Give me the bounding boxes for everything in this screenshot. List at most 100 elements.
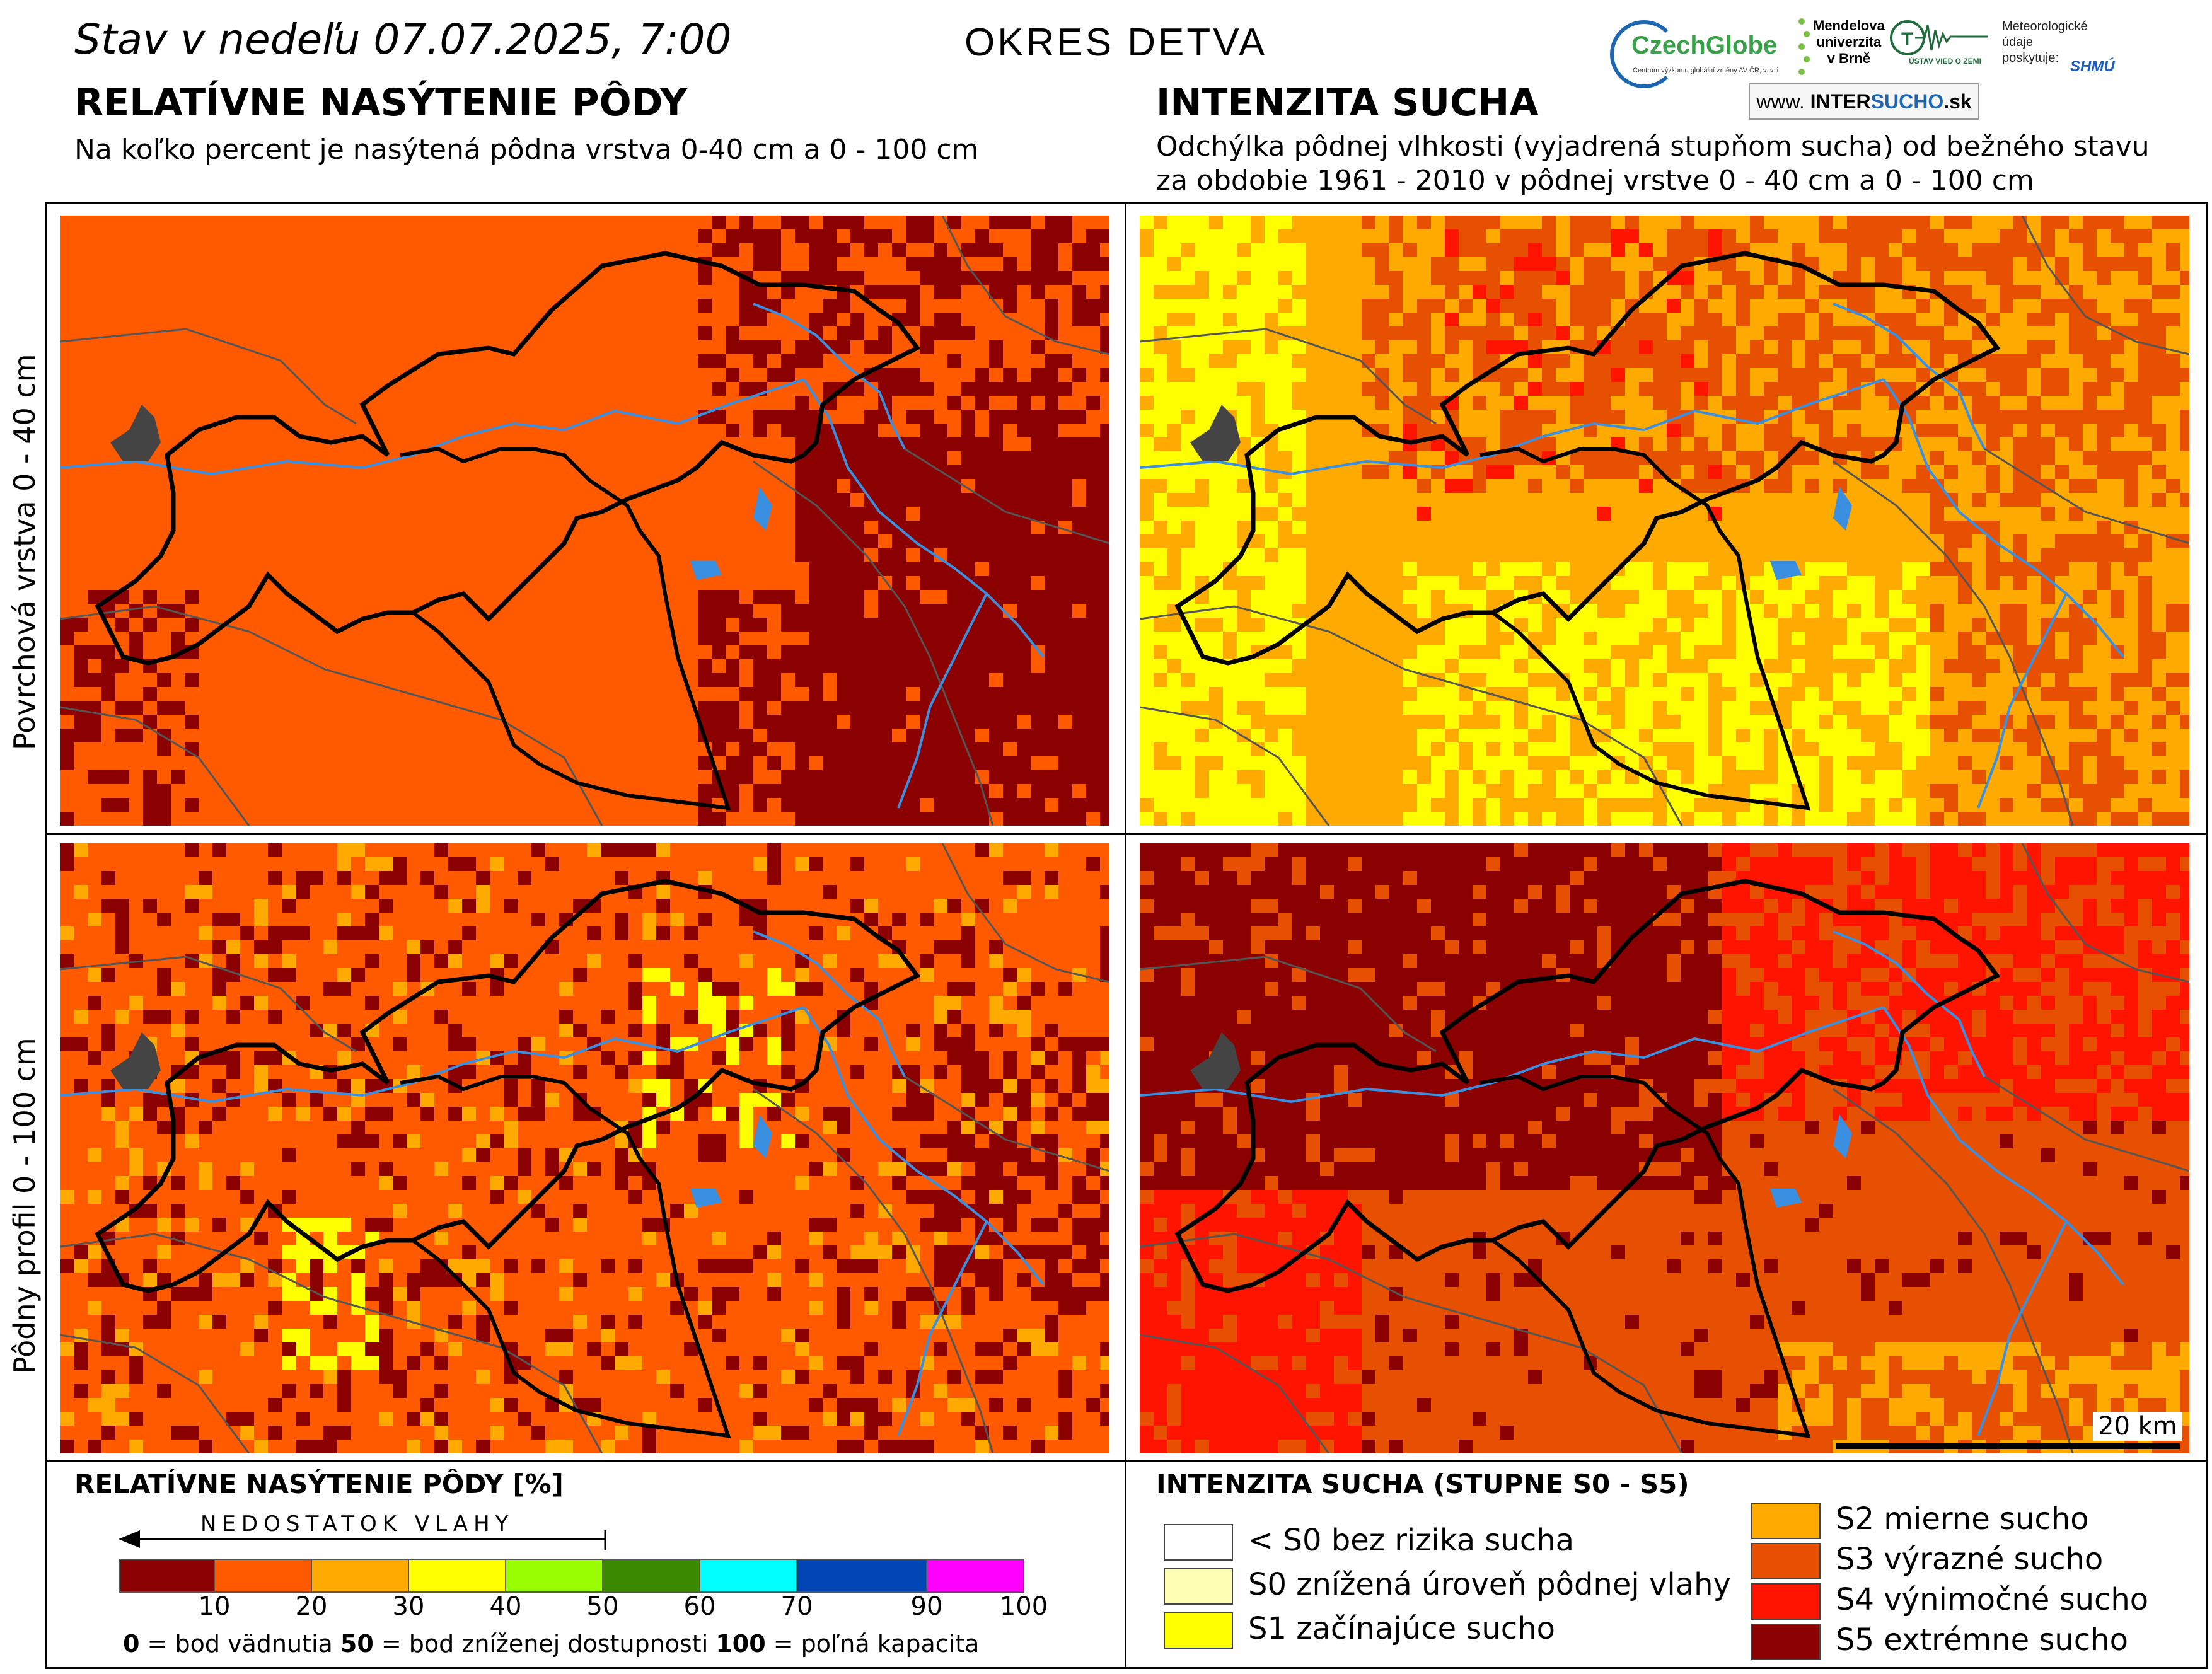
lake	[1833, 487, 1852, 531]
saturation-legend-title: RELATÍVNE NASÝTENIE PÔDY [%]	[74, 1469, 564, 1499]
district-outline-south	[400, 446, 731, 811]
admin-boundary	[1833, 1088, 2074, 1453]
ustav-emblem-icon: T	[1890, 20, 1988, 55]
meteo-line-3: poskytuje:	[2002, 51, 2059, 65]
colorbar-segment-4	[408, 1559, 506, 1593]
admin-boundary	[1140, 605, 1683, 826]
river	[1882, 378, 2124, 658]
bulletin-date: Stav v nedeľu 07.07.2025, 7:00	[74, 15, 732, 64]
lake	[1770, 561, 1802, 580]
meteo-line-2: údaje	[2002, 35, 2033, 49]
intersucho-sucho: SUCHO	[1870, 90, 1944, 113]
admin-boundary	[60, 955, 357, 1053]
row-label-topsoil: Povrchová vrstva 0 - 40 cm	[8, 354, 42, 750]
admin-boundary	[1140, 1233, 1683, 1453]
ustav-name: ÚSTAV VIED O ZEMI	[1909, 57, 1981, 66]
colorbar-tick-label: 40	[489, 1592, 522, 1621]
drought-subtitle-line-2: za obdobie 1961 - 2010 v pôdnej vrstve 0…	[1156, 165, 2034, 197]
intersucho-www: www.	[1756, 90, 1805, 113]
district-outline-south	[1479, 1074, 1811, 1438]
district-outline	[1174, 251, 2001, 666]
drought-legend-swatch	[1751, 1503, 1821, 1539]
saturation-scale-note: 0 = bod vädnutia 50 = bod zníženej dostu…	[123, 1630, 979, 1658]
admin-boundary	[904, 447, 1109, 545]
river	[1833, 303, 1986, 449]
river	[753, 303, 906, 449]
horizontal-divider-middle	[45, 833, 2208, 835]
ustav-logo: T ÚSTAV VIED O ZEMI	[1890, 19, 1991, 82]
colorbar-segment-6	[602, 1559, 700, 1593]
meteo-provider-text: Meteorologické údaje poskytuje:	[2002, 19, 2088, 66]
drought-legend-label: S3 výrazné sucho	[1836, 1542, 2104, 1577]
vertical-divider	[1125, 202, 1126, 1669]
admin-boundary	[941, 843, 1109, 983]
admin-boundary	[60, 1233, 603, 1453]
colorbar-tick-label: 30	[392, 1592, 425, 1621]
river	[1977, 593, 2068, 809]
drought-legend-swatch	[1164, 1524, 1233, 1561]
drought-legend-title: INTENZITA SUCHA (STUPNE S0 - S5)	[1156, 1469, 1689, 1499]
admin-boundary	[60, 1334, 250, 1453]
note-hundred-text: = poľná kapacita	[765, 1630, 980, 1658]
map-mosaic	[60, 216, 1109, 826]
colorbar-tick-label: 50	[586, 1592, 619, 1621]
admin-boundary	[60, 328, 357, 425]
admin-boundary	[1140, 955, 1437, 1053]
map-drought-topsoil	[1140, 216, 2189, 826]
scale-bar	[1836, 1443, 2180, 1449]
river	[802, 378, 1045, 658]
admin-boundary	[1833, 460, 2074, 826]
intersucho-link[interactable]: www. INTERSUCHO.sk	[1749, 83, 1979, 120]
admin-boundary	[60, 706, 250, 826]
colorbar-tick-label: 20	[295, 1592, 328, 1621]
mendel-line-2: univerzita	[1816, 34, 1882, 50]
admin-boundary	[1140, 328, 1437, 425]
admin-boundary	[1984, 1075, 2189, 1172]
map-drought-profile	[1140, 843, 2189, 1453]
drought-title: INTENZITA SUCHA	[1156, 81, 1539, 125]
note-fifty-text: = bod zníženej dostupnosti	[373, 1630, 716, 1658]
drought-legend-swatch	[1751, 1624, 1821, 1660]
colorbar-tick-label: 70	[780, 1592, 813, 1621]
mendel-name: Mendelova univerzita v Brně	[1813, 18, 1885, 67]
river	[60, 378, 804, 476]
shmu-logo-text: SHMÚ	[2070, 58, 2115, 75]
town-area	[110, 1032, 161, 1089]
map-saturation-topsoil	[60, 216, 1109, 826]
row-label-profile: Pôdny profil 0 - 100 cm	[8, 1037, 42, 1374]
lake	[690, 1189, 722, 1208]
district-outline	[1174, 879, 2001, 1293]
meteo-provider-logo: Meteorologické údaje poskytuje: SHMÚ	[2002, 19, 2128, 82]
lake	[753, 1114, 772, 1158]
intersucho-domain: .sk	[1943, 90, 1972, 113]
town-area	[1190, 1032, 1241, 1089]
river	[897, 593, 988, 809]
czechglobe-name: CzechGlobe	[1631, 32, 1778, 59]
river	[60, 1006, 804, 1104]
admin-boundary	[2021, 216, 2189, 355]
drought-legend-label: S4 výnimočné sucho	[1836, 1582, 2149, 1617]
river	[1882, 1006, 2124, 1286]
map-saturation-profile	[60, 843, 1109, 1453]
river	[897, 1221, 988, 1436]
river	[753, 930, 906, 1077]
river	[1140, 1006, 1884, 1104]
meteo-line-1: Meteorologické	[2002, 20, 2088, 33]
district-outline	[95, 879, 921, 1293]
drought-legend-label: S5 extrémne sucho	[1836, 1622, 2128, 1658]
czechglobe-logo: CzechGlobe Centrum výzkumu globální změn…	[1610, 18, 1792, 88]
town-area	[110, 405, 161, 461]
drought-legend-swatch	[1164, 1612, 1233, 1649]
deficit-arrow-icon	[119, 1530, 606, 1550]
admin-boundary	[904, 1075, 1109, 1172]
colorbar-segment-3	[311, 1559, 409, 1593]
colorbar-tick-label: 10	[198, 1592, 231, 1621]
saturation-title: RELATÍVNE NASÝTENIE PÔDY	[74, 81, 688, 125]
lake	[753, 487, 772, 531]
map-mosaic	[60, 843, 1109, 1453]
drought-legend-swatch	[1164, 1568, 1233, 1605]
note-zero-value: 0	[123, 1630, 140, 1658]
river	[802, 1006, 1045, 1286]
lake	[1770, 1189, 1802, 1208]
district-title: OKRES DETVA	[964, 21, 1268, 64]
